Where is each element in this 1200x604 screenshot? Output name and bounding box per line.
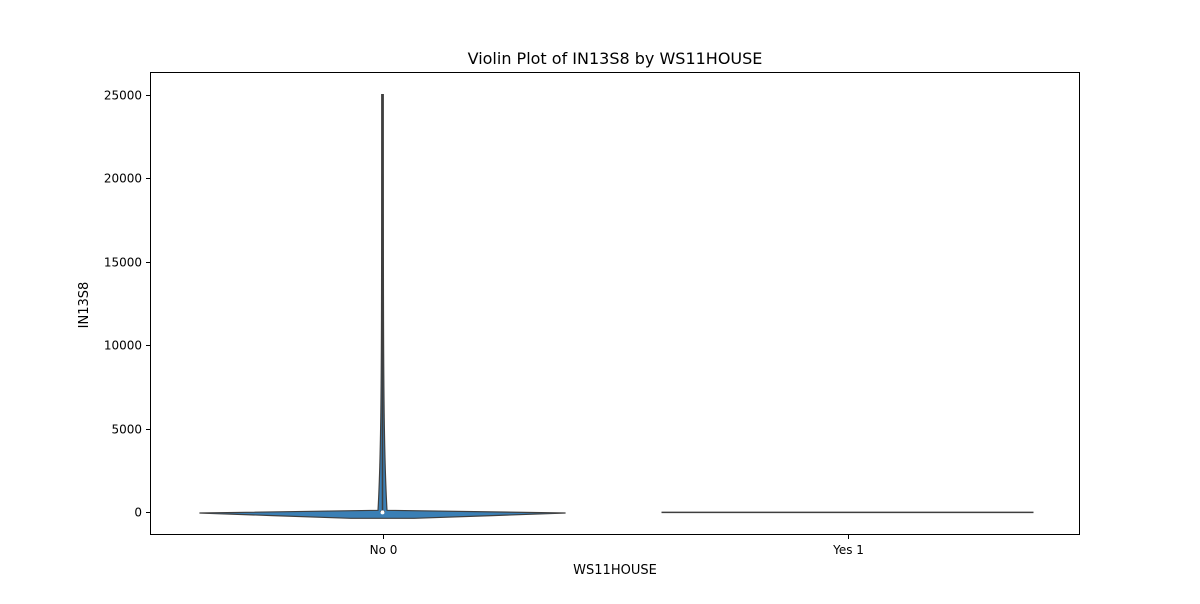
x-tick-label: No 0 — [370, 543, 398, 557]
y-axis-ticks: 0 5000 10000 15000 20000 25000 — [104, 89, 150, 520]
x-tick-label: Yes 1 — [832, 543, 864, 557]
violin-median-point — [380, 510, 385, 515]
y-tick-label: 10000 — [104, 339, 142, 353]
violin-1 — [199, 93, 566, 519]
chart-title: Violin Plot of IN13S8 by WS11HOUSE — [468, 49, 763, 68]
y-tick-label: 25000 — [104, 89, 142, 103]
plot-frame — [150, 72, 1080, 535]
y-axis-label: IN13S8 — [77, 282, 92, 329]
y-tick-label: 20000 — [104, 172, 142, 186]
x-axis-label: WS11HOUSE — [573, 563, 657, 578]
violin-layer — [199, 93, 1034, 519]
y-tick-label: 15000 — [104, 256, 142, 270]
y-tick-label: 5000 — [111, 423, 142, 437]
y-tick-label: 0 — [134, 506, 142, 520]
x-axis-ticks: No 0 Yes 1 — [370, 535, 864, 557]
